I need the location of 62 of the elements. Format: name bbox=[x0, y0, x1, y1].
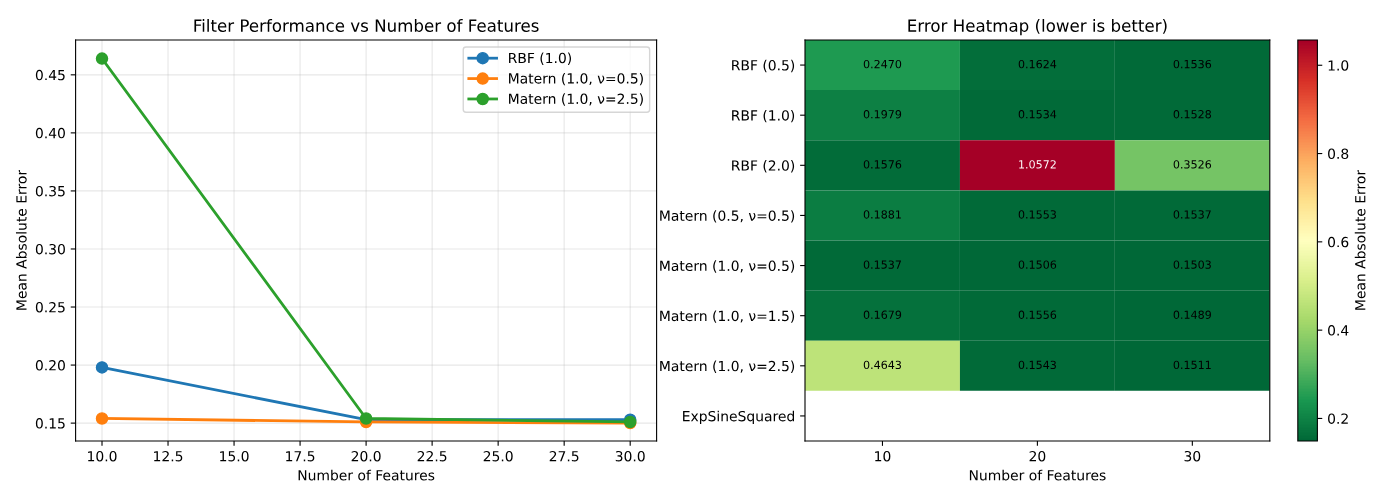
color-bar-label: 1.0 bbox=[1328, 60, 1349, 71]
data-label: 0.1489 bbox=[1173, 310, 1211, 319]
x-tick-label: 10 bbox=[875, 450, 891, 462]
chart-title: Filter Performance vs Number of Features bbox=[194, 19, 539, 32]
data-label: 0.1624 bbox=[1018, 59, 1057, 69]
x-tick-label: 25.0 bbox=[483, 450, 513, 462]
y-tick-label: Matern (1.0, ν=2.5) bbox=[660, 360, 795, 373]
data-label: 0.1679 bbox=[863, 310, 902, 319]
y-axis-title: Mean Absolute Error bbox=[15, 169, 27, 310]
y-tick-label: 0.15 bbox=[35, 418, 65, 429]
color-bar-label: 0.2 bbox=[1328, 413, 1348, 424]
y-tick-label: RBF (2.0) bbox=[732, 160, 795, 173]
legend-label: Matern (1.0, ν=0.5) bbox=[509, 72, 643, 86]
y-tick-label: 0.45 bbox=[35, 69, 65, 81]
y-tick-label: Matern (1.0, ν=1.5) bbox=[660, 310, 795, 323]
y-tick-label: 0.40 bbox=[35, 127, 65, 139]
legend-label: RBF (1.0) bbox=[509, 52, 572, 65]
data-label: 0.3526 bbox=[1173, 160, 1212, 169]
data-label: 0.1536 bbox=[1173, 59, 1212, 69]
x-axis-title: Number of Features bbox=[298, 469, 435, 481]
data-label: 0.1503 bbox=[1173, 260, 1211, 269]
data-label: 0.4643 bbox=[863, 360, 902, 370]
color-bar-label: 0.8 bbox=[1328, 148, 1349, 160]
x-axis-title: Number of Features bbox=[969, 469, 1106, 481]
color-bar-title: Mean Absolute Error bbox=[1354, 169, 1366, 310]
data-label: 0.1537 bbox=[863, 260, 901, 269]
x-tick-label: 20 bbox=[1029, 450, 1046, 462]
x-tick-label: 15.0 bbox=[220, 450, 249, 462]
data-label: 0.1506 bbox=[1018, 260, 1057, 269]
x-tick-label: 30.0 bbox=[615, 450, 645, 462]
chart-title: Error Heatmap (lower is better) bbox=[908, 19, 1167, 36]
data-label: 0.1576 bbox=[863, 160, 902, 169]
y-tick-label: 0.30 bbox=[35, 243, 65, 255]
x-tick-label: 17.5 bbox=[286, 451, 315, 462]
x-tick-label: 22.5 bbox=[417, 450, 447, 462]
color-bar-label: 0.6 bbox=[1328, 236, 1349, 248]
x-tick-label: 30 bbox=[1184, 450, 1201, 462]
y-tick-label: 0.25 bbox=[35, 301, 65, 313]
x-tick-label: 20.0 bbox=[351, 450, 381, 462]
data-label: 0.1537 bbox=[1173, 210, 1211, 219]
data-label: 0.1556 bbox=[1018, 310, 1057, 319]
data-label: 0.1534 bbox=[1018, 110, 1057, 119]
data-label: 1.0572 bbox=[1019, 160, 1056, 169]
y-tick-label: 0.35 bbox=[35, 185, 65, 197]
y-tick-label: RBF (0.5) bbox=[732, 59, 795, 73]
color-bar-label: 0.4 bbox=[1328, 325, 1349, 336]
data-label: 0.1528 bbox=[1173, 110, 1212, 119]
y-tick-label: 0.20 bbox=[35, 360, 65, 371]
y-tick-label: ExpSineSquared bbox=[683, 410, 795, 425]
y-tick-label: Matern (0.5, ν=0.5) bbox=[660, 210, 795, 223]
y-tick-label: Matern (1.0, ν=0.5) bbox=[660, 260, 795, 273]
data-label: 0.2470 bbox=[863, 59, 902, 69]
y-tick-label: RBF (1.0) bbox=[732, 109, 795, 123]
data-label: 0.1553 bbox=[1018, 210, 1056, 219]
x-tick-label: 10.0 bbox=[88, 450, 117, 462]
data-label: 0.1543 bbox=[1018, 360, 1056, 370]
data-label: 0.1881 bbox=[863, 210, 901, 219]
data-label: 0.1511 bbox=[1173, 360, 1211, 370]
x-tick-label: 12.5 bbox=[154, 450, 183, 462]
legend-label: Matern (1.0, ν=2.5) bbox=[509, 93, 643, 106]
data-label: 0.1979 bbox=[863, 110, 902, 119]
x-tick-label: 27.5 bbox=[549, 450, 579, 462]
